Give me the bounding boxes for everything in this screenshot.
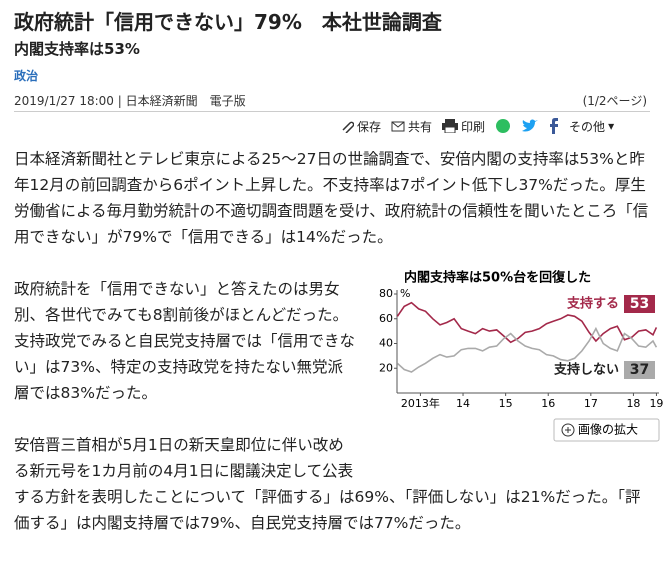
toolbar: 保存 共有 印刷 その他 ▾ [340, 116, 614, 136]
share-button[interactable]: 共有 [391, 118, 432, 135]
zoom-icon [561, 423, 575, 437]
y-tick-label: 60 [379, 312, 393, 325]
series-label: 支持する [567, 296, 619, 312]
chart-title: 内閣支持率は50%台を回復した [404, 270, 591, 286]
facebook-icon[interactable] [549, 118, 559, 134]
label: 共有 [408, 119, 433, 134]
zoom-button[interactable]: 画像の拡大 [553, 418, 660, 442]
x-tick-label: 17 [584, 397, 598, 410]
label: 印刷 [461, 119, 486, 134]
zoom-icon [565, 427, 571, 433]
button-label: 画像の拡大 [578, 423, 638, 437]
x-tick-label: 16 [541, 397, 555, 410]
paragraph: 政府統計を「信用できない」と答えたのは男女別、各世代でみても8割前後がほとんどだ… [14, 280, 356, 402]
paragraph: 安倍晋三首相が5月1日の新天皇即位に伴い改める新元号を1カ月前の4月1日に閣議決… [14, 436, 641, 532]
subheadline: 内閣支持率は53% [14, 40, 140, 58]
end-label: 37 [630, 362, 649, 378]
x-tick-label: 14 [456, 397, 470, 410]
chart-box: 内閣支持率は50%台を回復した 20 40 60 80% 2013年 14 15 16 17 18 1… [364, 266, 664, 471]
end-label-box [624, 361, 655, 379]
y-tick-label: 40 [379, 337, 393, 350]
dateline: 2019/1/27 18:00 | 日本経済新聞 電子版 [14, 94, 246, 108]
x-tick-label: 2013年 [401, 396, 440, 410]
x-tick-label: 15 [499, 397, 513, 410]
article-body: 日本経済新聞社とテレビ東京による25～27日の世論調査で、安倍内閣の支持率は53… [14, 146, 663, 562]
end-label-box [624, 295, 655, 313]
x-tick-label: 19 [649, 397, 663, 410]
end-label: 53 [630, 296, 649, 312]
source: 日本経済新聞 電子版 [125, 94, 246, 108]
icon [391, 121, 405, 132]
icon [442, 119, 459, 133]
print-button[interactable]: 印刷 [442, 118, 485, 135]
separator [14, 111, 650, 112]
y-tick-label: 80 [379, 287, 393, 300]
headline: 政府統計「信用できない」79% 本社世論調査 [14, 10, 442, 34]
series-label: 支持しない [554, 362, 619, 378]
page-count: (1/2ページ) [582, 94, 647, 108]
x-tick-label: 18 [626, 397, 640, 410]
label: その他 [569, 119, 606, 134]
evernote-icon[interactable] [495, 118, 511, 134]
paragraph: 日本経済新聞社とテレビ東京による25～27日の世論調査で、安倍内閣の支持率は53… [14, 150, 649, 246]
date: 2019/1/27 18:00 [14, 94, 114, 108]
y-unit: % [400, 287, 410, 300]
save-button[interactable]: 保存 [340, 118, 381, 135]
series-line [396, 301, 658, 344]
twitter-icon[interactable] [521, 118, 539, 134]
y-tick-label: 20 [379, 361, 393, 374]
more-button[interactable]: その他 ▾ [569, 119, 615, 134]
button-frame [553, 418, 660, 442]
label: 保存 [357, 119, 382, 134]
category[interactable]: 政治 [14, 69, 39, 83]
chart: 内閣支持率は50%台を回復した 20 40 60 80 % 2013年 14 15 16 17 18 1… [379, 270, 663, 442]
series-line [396, 326, 658, 373]
icon [342, 121, 354, 133]
